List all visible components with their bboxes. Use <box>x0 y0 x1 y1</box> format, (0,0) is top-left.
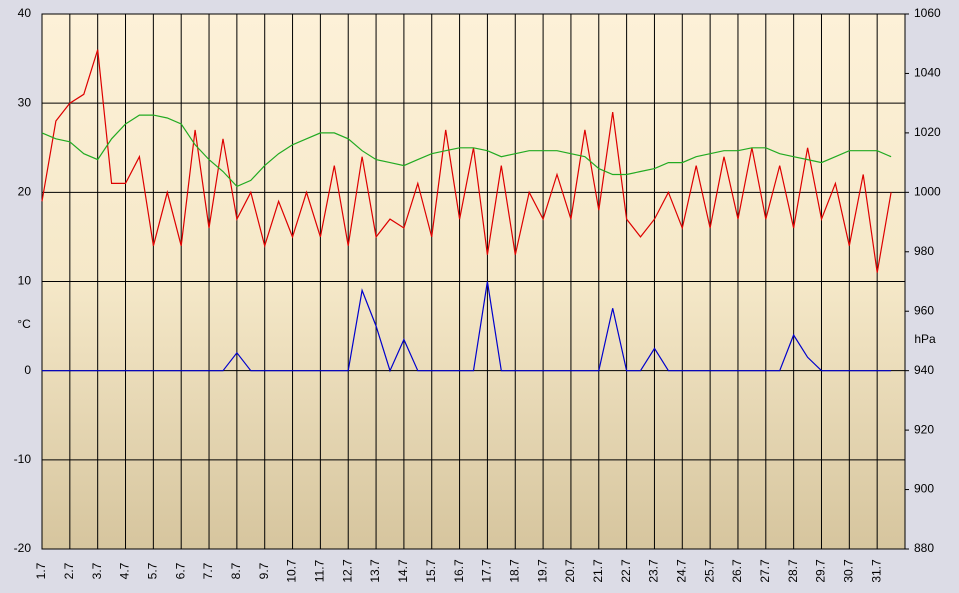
x-tick-label: 4.7 <box>118 562 132 579</box>
x-tick-label: 23.7 <box>647 559 661 583</box>
x-tick-label: 16.7 <box>452 559 466 583</box>
y-tick-label: -20 <box>14 541 32 555</box>
x-tick-label: 8.7 <box>229 562 243 579</box>
x-tick-label: 21.7 <box>591 559 605 583</box>
y-tick-label: 30 <box>18 95 32 109</box>
x-tick-label: 18.7 <box>507 559 521 583</box>
series-line <box>41 49 892 273</box>
series-line <box>41 114 892 188</box>
y2-tick-label: 980 <box>914 244 934 258</box>
x-tick-label: 6.7 <box>173 562 187 579</box>
x-tick-label: 12.7 <box>340 559 354 583</box>
x-tick-label: 30.7 <box>841 559 855 583</box>
x-tick-label: 17.7 <box>480 559 494 583</box>
y2-tick-label: 880 <box>914 541 934 555</box>
y-axis-label: °C <box>17 317 31 331</box>
x-tick-label: 24.7 <box>674 559 688 583</box>
y-tick-label: 40 <box>18 6 32 20</box>
y2-tick-label: 1000 <box>914 185 941 199</box>
x-tick-label: 15.7 <box>424 559 438 583</box>
x-tick-label: 26.7 <box>730 559 744 583</box>
x-tick-label: 1.7 <box>34 562 48 579</box>
x-tick-label: 9.7 <box>257 562 271 579</box>
x-tick-label: 28.7 <box>786 559 800 583</box>
x-tick-label: 25.7 <box>702 559 716 583</box>
y2-tick-label: 1040 <box>914 66 941 80</box>
x-tick-label: 19.7 <box>535 559 549 583</box>
y-tick-label: 10 <box>18 274 32 288</box>
y2-tick-label: 900 <box>914 482 934 496</box>
x-tick-label: 2.7 <box>62 562 76 579</box>
y2-tick-label: 1020 <box>914 125 941 139</box>
x-tick-label: 7.7 <box>201 562 215 579</box>
y-tick-label: 0 <box>24 363 31 377</box>
x-tick-label: 31.7 <box>869 559 883 583</box>
x-tick-label: 14.7 <box>396 559 410 583</box>
y-tick-label: 20 <box>18 185 32 199</box>
y2-axis-label: hPa <box>914 332 936 346</box>
x-tick-label: 11.7 <box>313 559 327 582</box>
x-tick-label: 22.7 <box>619 559 633 583</box>
y2-tick-label: 960 <box>914 303 934 317</box>
y2-tick-label: 940 <box>914 363 934 377</box>
x-tick-label: 3.7 <box>90 562 104 579</box>
series-line <box>42 281 892 373</box>
x-tick-label: 5.7 <box>146 562 160 579</box>
y2-tick-label: 920 <box>914 422 934 436</box>
x-tick-label: 27.7 <box>758 559 772 583</box>
x-tick-label: 20.7 <box>563 559 577 583</box>
x-tick-label: 29.7 <box>814 559 828 583</box>
y2-tick-label: 1060 <box>914 6 941 20</box>
y-tick-label: -10 <box>14 452 32 466</box>
x-tick-label: 13.7 <box>368 559 382 583</box>
x-tick-label: 10.7 <box>285 559 299 583</box>
